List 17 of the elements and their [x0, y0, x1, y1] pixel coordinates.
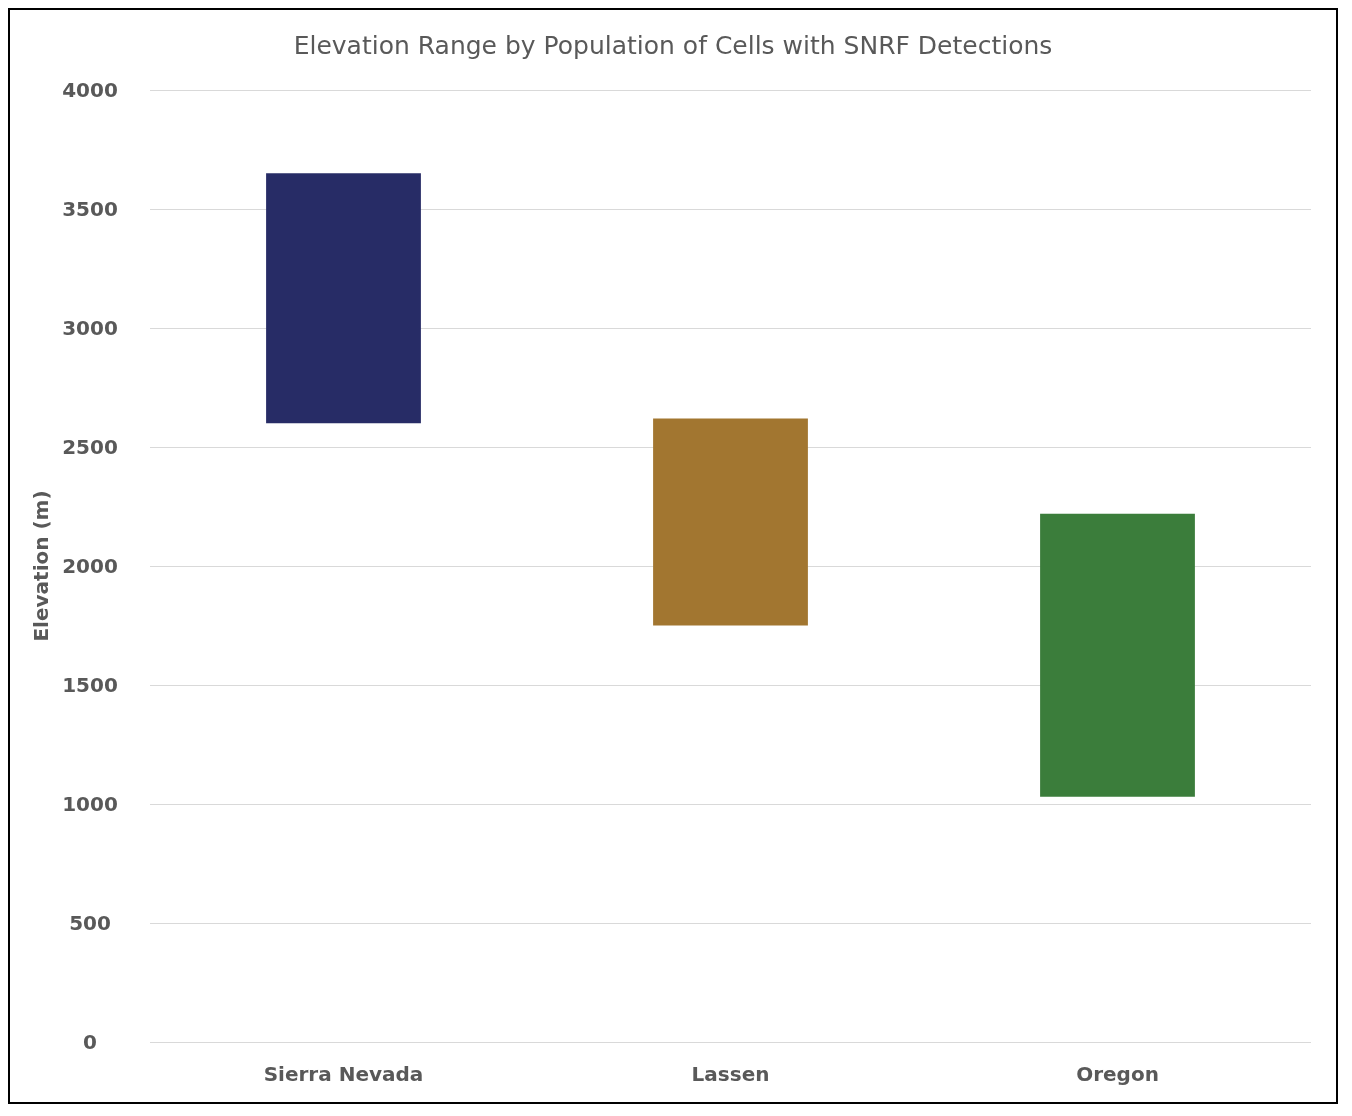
bar — [266, 173, 421, 424]
y-tick-label: 1000 — [62, 792, 118, 816]
x-tick-label: Oregon — [1076, 1062, 1159, 1086]
y-tick-label: 2000 — [62, 554, 118, 578]
x-tick-label: Sierra Nevada — [263, 1062, 424, 1086]
y-tick-label: 2500 — [62, 435, 118, 459]
y-axis-title: Elevation (m) — [29, 490, 54, 642]
y-tick-label: 4000 — [62, 78, 118, 102]
chart-title: Elevation Range by Population of Cells with SNRF Detections — [293, 31, 1053, 60]
y-tick-label: 3500 — [62, 197, 118, 221]
y-tick-label: 3000 — [62, 316, 118, 340]
bar — [653, 418, 808, 626]
y-tick-label: 1500 — [62, 673, 118, 697]
x-tick-label: Lassen — [691, 1062, 770, 1086]
y-tick-label: 500 — [69, 911, 111, 935]
bar — [1040, 513, 1195, 797]
y-tick-label: 0 — [83, 1030, 97, 1054]
